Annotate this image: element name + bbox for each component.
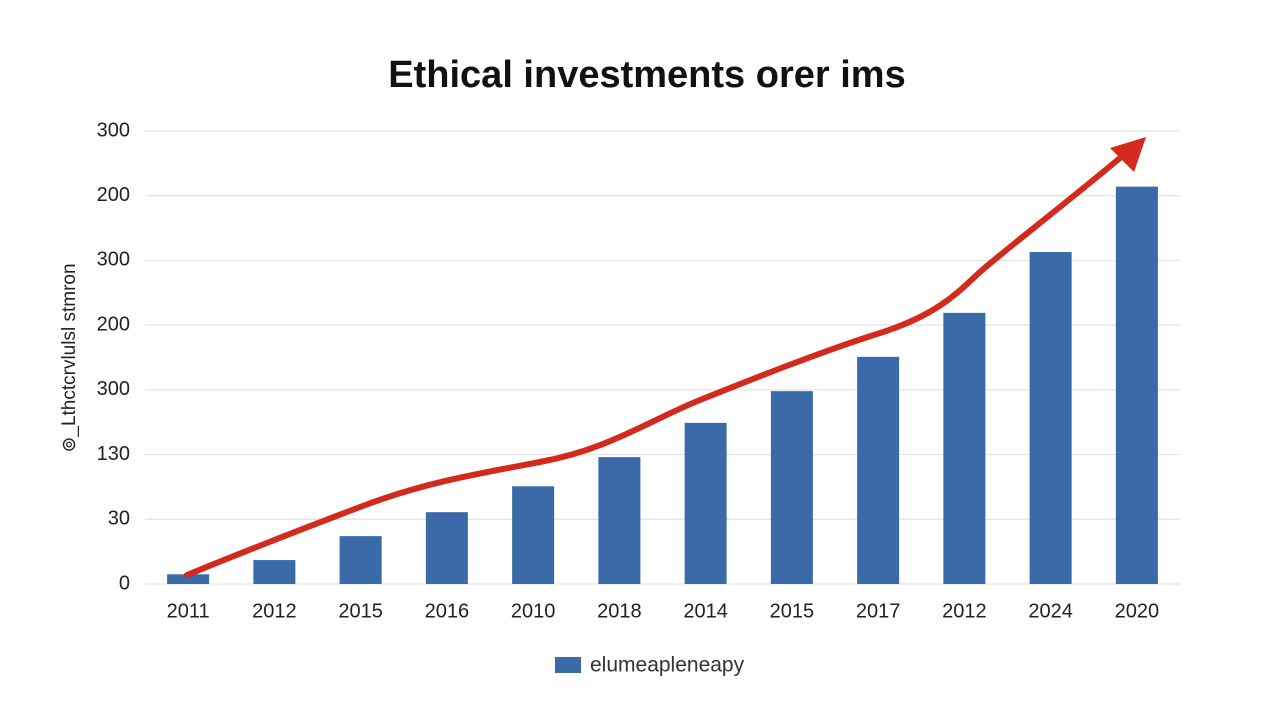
bar	[1115, 186, 1158, 584]
x-tick-label: 2024	[1028, 600, 1073, 622]
bar	[598, 457, 641, 584]
y-tick-label: 0	[119, 572, 130, 594]
y-tick-label: 300	[97, 249, 130, 271]
x-tick-label: 2012	[252, 600, 297, 622]
y-tick-label: 300	[97, 378, 130, 400]
legend-swatch	[555, 657, 581, 673]
y-tick-label: 200	[97, 184, 130, 206]
x-tick-label: 2014	[683, 600, 728, 622]
bar	[339, 536, 382, 584]
y-tick-label: 300	[97, 119, 130, 141]
x-tick-label: 2016	[425, 600, 470, 622]
x-tick-label: 2015	[770, 600, 815, 622]
y-tick-label: 130	[97, 443, 130, 465]
bar	[770, 391, 813, 584]
bar	[425, 512, 468, 584]
x-tick-label: 2017	[856, 600, 901, 622]
trend-arrowhead	[1110, 137, 1146, 172]
chart-title: Ethical investments orer ims	[388, 54, 905, 96]
x-tick-label: 2010	[511, 600, 556, 622]
y-tick-label: 30	[108, 508, 130, 530]
y-axis-label: ⊚_Lthctcrvlulsl stmron	[59, 263, 80, 452]
x-tick-label: 2018	[597, 600, 642, 622]
bar	[167, 574, 210, 584]
x-tick-label: 2012	[942, 600, 987, 622]
bar	[684, 422, 727, 584]
x-tick-label: 2011	[167, 600, 210, 622]
bar	[512, 486, 555, 584]
bar	[1029, 252, 1072, 584]
x-tick-label: 2020	[1115, 600, 1160, 622]
y-tick-label: 200	[97, 313, 130, 335]
trend-arrow	[184, 155, 1123, 578]
bar	[857, 356, 900, 584]
legend-label: elumeaplenеapy	[590, 654, 745, 677]
bar	[253, 560, 296, 584]
bar	[943, 312, 986, 584]
x-tick-label: 2015	[338, 600, 383, 622]
